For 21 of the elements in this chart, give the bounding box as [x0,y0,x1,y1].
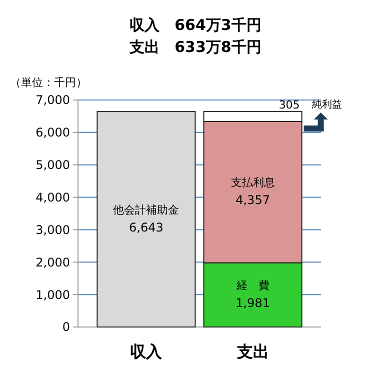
y-tick-label: 2,000 [36,255,70,270]
series-label: 支払利息 [230,176,275,190]
x-tick-label: 支出 [236,342,269,361]
y-tick-label: 4,000 [36,190,70,204]
y-tick-label: 6,000 [36,126,70,140]
data-label: 305 [278,98,300,112]
x-tick-label: 収入 [130,342,164,361]
series-label: 純利益 [312,98,342,111]
data-label: 6,643 [129,220,164,234]
series-label: 経 費 [235,278,270,292]
y-tick-label: 1,000 [36,288,70,302]
series-label: 他会計補助金 [113,203,180,216]
y-tick-label: 5,000 [36,158,70,172]
data-label: 1,981 [236,296,270,310]
y-tick-label: 0 [62,320,70,334]
data-label: 4,357 [236,193,270,208]
y-tick-label: 7,000 [36,93,70,108]
y-tick-label: 3,000 [36,222,70,237]
chart-subtitle: 支出 633万8千円 [128,38,262,56]
y-axis-title: （単位：千円） [10,76,87,89]
chart-title: 収入 664万3千円 [130,16,262,34]
